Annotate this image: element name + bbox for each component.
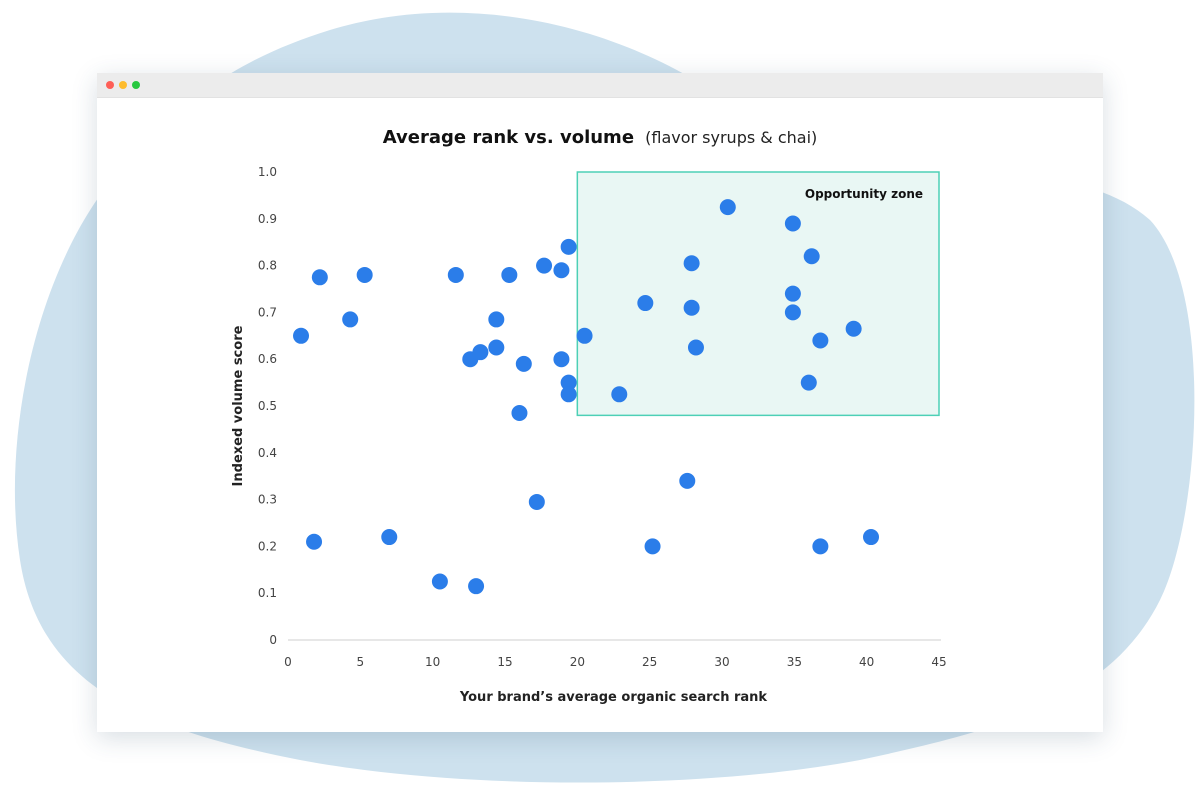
data-point <box>784 215 801 232</box>
data-point <box>311 269 328 286</box>
close-window-button[interactable] <box>106 81 114 89</box>
data-point <box>536 257 553 274</box>
data-point <box>431 573 448 590</box>
y-tick-label: 0.5 <box>258 399 277 413</box>
data-point <box>812 538 829 555</box>
data-point <box>560 238 577 255</box>
y-axis-label: Indexed volume score <box>231 325 246 486</box>
data-point <box>845 320 862 337</box>
data-point <box>683 299 700 316</box>
data-point <box>293 327 310 344</box>
data-point <box>528 493 545 510</box>
y-tick-label: 0.1 <box>258 586 277 600</box>
opportunity-zone-box <box>576 171 940 417</box>
y-tick-label: 0.6 <box>258 352 277 366</box>
data-point <box>553 262 570 279</box>
data-point <box>683 255 700 272</box>
y-tick-label: 0.7 <box>258 305 277 319</box>
data-point <box>679 472 696 489</box>
data-point <box>488 339 505 356</box>
x-axis-ticks: 0 5 10 15 20 25 30 35 40 45 <box>284 655 946 669</box>
data-point <box>356 266 373 283</box>
browser-window: Average rank vs. volume (flavor syrups &… <box>97 73 1103 732</box>
chart-title-line: Average rank vs. volume (flavor syrups &… <box>383 127 818 148</box>
x-tick-label: 0 <box>284 655 292 669</box>
x-tick-label: 10 <box>425 655 440 669</box>
data-point <box>812 332 829 349</box>
data-point <box>306 533 323 550</box>
y-tick-label: 0.8 <box>258 259 277 273</box>
x-tick-label: 20 <box>570 655 585 669</box>
scatter-chart: Average rank vs. volume (flavor syrups &… <box>231 127 947 705</box>
x-axis-label: Your brand’s average organic search rank <box>459 690 768 705</box>
data-point <box>863 529 880 546</box>
x-tick-label: 40 <box>859 655 874 669</box>
y-tick-label: 0.3 <box>258 493 277 507</box>
opportunity-zone-label: Opportunity zone <box>805 187 923 201</box>
data-point <box>472 344 489 361</box>
x-tick-label: 15 <box>497 655 512 669</box>
data-point <box>447 266 464 283</box>
data-point <box>501 266 518 283</box>
data-point <box>342 311 359 328</box>
data-point <box>553 351 570 368</box>
data-point <box>560 374 577 391</box>
chart-title: Average rank vs. volume <box>383 127 634 148</box>
y-tick-label: 0.2 <box>258 539 277 553</box>
x-tick-label: 5 <box>357 655 365 669</box>
x-tick-label: 30 <box>714 655 729 669</box>
x-tick-label: 45 <box>931 655 946 669</box>
data-point <box>644 538 661 555</box>
y-axis-ticks: 0 0.1 0.2 0.3 0.4 0.5 0.6 0.7 0.8 0.9 1.0 <box>258 165 277 647</box>
data-point <box>381 529 398 546</box>
chart-subtitle: (flavor syrups & chai) <box>645 128 817 147</box>
data-point <box>800 374 817 391</box>
window-titlebar <box>97 73 1103 98</box>
data-point <box>576 327 593 344</box>
y-tick-label: 0 <box>269 633 277 647</box>
minimize-window-button[interactable] <box>119 81 127 89</box>
data-point <box>515 355 532 372</box>
x-tick-label: 35 <box>787 655 802 669</box>
maximize-window-button[interactable] <box>132 81 140 89</box>
x-tick-label: 25 <box>642 655 657 669</box>
data-point <box>784 285 801 302</box>
data-point <box>611 386 628 403</box>
data-point <box>511 405 528 422</box>
data-point <box>637 295 654 312</box>
data-point <box>560 386 577 403</box>
data-point <box>687 339 704 356</box>
data-points <box>293 199 880 595</box>
data-point <box>719 199 736 216</box>
y-tick-label: 0.4 <box>258 446 277 460</box>
data-point <box>784 304 801 321</box>
data-point <box>468 578 485 595</box>
y-tick-label: 0.9 <box>258 212 277 226</box>
y-tick-label: 1.0 <box>258 165 277 179</box>
data-point <box>488 311 505 328</box>
data-point <box>803 248 820 265</box>
